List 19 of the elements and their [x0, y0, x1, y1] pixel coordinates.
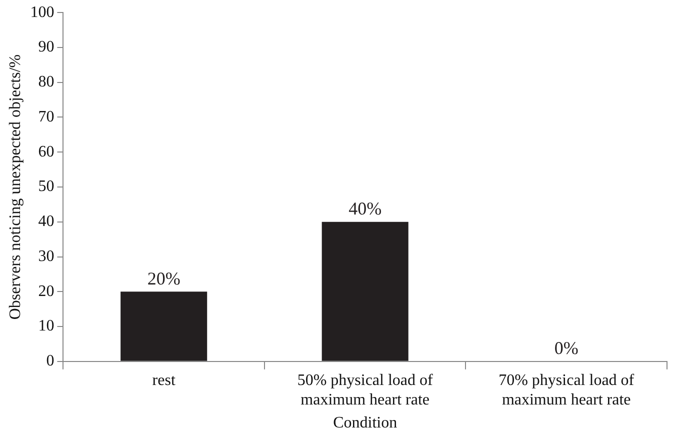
y-tick-label: 80	[38, 74, 54, 91]
y-axis-title: Observers noticing unexpected objects/%	[6, 54, 24, 320]
x-axis-title: Condition	[333, 414, 398, 432]
y-tick-label: 90	[38, 38, 54, 56]
y-tick-label: 70	[38, 108, 54, 126]
x-tick-label: 50% physical load of maximum heart rate	[297, 372, 434, 408]
y-tick-label: 20	[38, 282, 54, 300]
data-label: 0%	[554, 338, 578, 358]
data-label: 20%	[147, 268, 180, 288]
y-tick-label: 100	[30, 4, 54, 21]
y-tick-label: 40	[38, 213, 54, 230]
x-tick-label: 70% physical load of maximum heart rate	[498, 372, 635, 408]
y-tick-label: 60	[38, 143, 54, 160]
y-tick-label: 30	[38, 248, 54, 265]
y-tick-label: 50	[38, 178, 54, 196]
x-tick-label: rest	[152, 372, 176, 390]
data-label: 40%	[348, 198, 382, 219]
y-tick-label: 10	[38, 318, 54, 335]
y-tick-label: 0	[46, 352, 54, 370]
